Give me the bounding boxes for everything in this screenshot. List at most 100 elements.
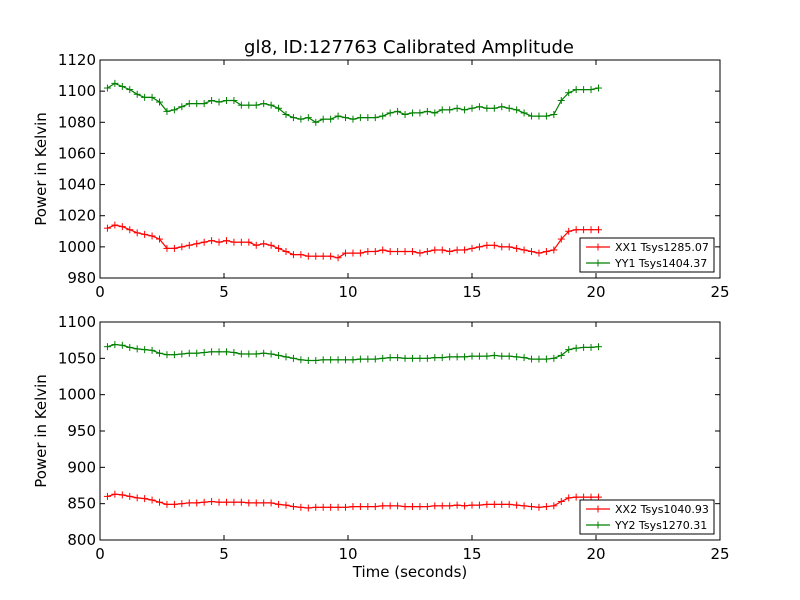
figure-title: gl8, ID:127763 Calibrated Amplitude [244, 37, 574, 58]
bottom-chart-data-point [215, 348, 223, 356]
bottom-chart-data-point [550, 502, 558, 510]
top-chart-data-point [371, 114, 379, 122]
top-chart-data-point [208, 237, 216, 245]
bottom-chart-series-group [103, 341, 602, 512]
bottom-chart-y-ticks: 800 850 900 950 1000 1050 1100 [58, 313, 720, 549]
top-chart-y-tick-label: 1060 [58, 144, 96, 162]
bottom-chart-panel: 800 850 900 950 1000 1050 1100 0 5 10 15 20 25 Powe… [32, 313, 730, 581]
bottom-chart-data-point [222, 498, 230, 506]
bottom-chart-data-point [208, 497, 216, 505]
bottom-chart-data-point [178, 500, 186, 508]
bottom-chart-data-point [542, 503, 550, 511]
top-chart-y-ticks: 980 1000 1020 1040 1060 1080 1100 1120 [58, 51, 720, 287]
bottom-chart-data-point [431, 354, 439, 362]
bottom-chart-data-point [103, 343, 111, 351]
bottom-chart-legend-label: XX2 Tsys1040.93 [615, 503, 709, 516]
bottom-chart-data-point [572, 344, 580, 352]
top-chart-data-point [111, 79, 119, 87]
top-chart-data-point [528, 112, 536, 120]
bottom-chart-data-point [453, 501, 461, 509]
top-chart-y-tick-label: 1040 [58, 176, 96, 194]
top-chart-data-point [505, 243, 513, 251]
bottom-chart-data-point [342, 356, 350, 364]
bottom-chart-data-point [401, 354, 409, 362]
top-chart-data-point [438, 106, 446, 114]
top-chart-data-point [252, 241, 260, 249]
top-chart-legend-box [579, 237, 715, 273]
bottom-chart-data-point [356, 503, 364, 511]
top-chart-data-point [118, 82, 126, 90]
top-chart-data-point [408, 248, 416, 256]
top-chart-data-point [156, 98, 164, 106]
bottom-chart-data-point [260, 499, 268, 507]
top-chart-data-point [356, 249, 364, 257]
bottom-chart-data-point [490, 351, 498, 359]
bottom-chart-data-point [475, 501, 483, 509]
bottom-chart-data-point [163, 351, 171, 359]
bottom-chart-data-point [297, 356, 305, 364]
top-chart-data-point [431, 109, 439, 117]
top-chart-data-point [103, 224, 111, 232]
top-chart-x-tick-label: 20 [586, 283, 605, 301]
bottom-chart-data-point [222, 348, 230, 356]
bottom-chart-y-axis-label: Power in Kelvin [32, 374, 50, 488]
top-chart-data-point [565, 89, 573, 97]
top-chart-data-point [282, 248, 290, 256]
top-chart-data-point [103, 84, 111, 92]
top-chart-legend: XX1 Tsys1285.07 YY1 Tsys1404.37 [579, 237, 715, 273]
bottom-chart-data-point [148, 346, 156, 354]
bottom-chart-data-point [371, 503, 379, 511]
bottom-chart-data-point [475, 352, 483, 360]
top-chart-data-point [461, 246, 469, 254]
top-chart-data-point [245, 238, 253, 246]
bottom-chart-data-point [334, 356, 342, 364]
bottom-chart-y-tick-label: 800 [67, 531, 96, 549]
top-chart-data-point [416, 109, 424, 117]
top-chart-x-tick-label: 25 [710, 283, 729, 301]
top-chart-data-point [185, 241, 193, 249]
bottom-chart-data-point [520, 354, 528, 362]
bottom-chart-data-point [304, 504, 312, 512]
top-chart-x-tick-label: 5 [219, 283, 229, 301]
bottom-chart-data-point [342, 503, 350, 511]
bottom-chart-data-point [587, 493, 595, 501]
top-chart-data-point [535, 112, 543, 120]
bottom-chart-data-point [245, 350, 253, 358]
bottom-chart-data-point [282, 353, 290, 361]
bottom-chart-x-tick-label: 15 [462, 545, 481, 563]
bottom-chart-data-point [394, 502, 402, 510]
bottom-chart-data-point [431, 502, 439, 510]
top-chart-data-point [594, 226, 602, 234]
top-chart-data-point [200, 238, 208, 246]
top-chart-data-point [334, 254, 342, 262]
bottom-chart-data-point [580, 493, 588, 501]
bottom-chart-data-point [364, 503, 372, 511]
top-chart-data-point [215, 238, 223, 246]
top-chart-data-point [208, 96, 216, 104]
bottom-chart-data-point [193, 499, 201, 507]
top-chart-data-point [453, 104, 461, 112]
bottom-chart-data-point [505, 500, 513, 508]
bottom-chart-data-point [416, 503, 424, 511]
top-chart-data-point [342, 249, 350, 257]
top-chart-data-point [170, 106, 178, 114]
bottom-chart-data-point [334, 503, 342, 511]
bottom-chart-data-point [148, 496, 156, 504]
top-chart-data-point [423, 248, 431, 256]
bottom-chart-data-point [349, 503, 357, 511]
bottom-chart-data-point [200, 349, 208, 357]
top-chart-data-point [185, 100, 193, 108]
bottom-chart-data-point [513, 501, 521, 509]
bottom-chart-data-point [550, 354, 558, 362]
top-chart-data-point [513, 106, 521, 114]
bottom-chart-y-tick-label: 900 [67, 458, 96, 476]
bottom-chart-data-point [252, 350, 260, 358]
top-chart-data-point [327, 115, 335, 123]
bottom-chart-data-point [185, 349, 193, 357]
top-chart-data-point [580, 226, 588, 234]
top-chart-data-point [401, 111, 409, 118]
top-chart-data-point [156, 235, 164, 243]
bottom-chart-data-point [267, 350, 275, 358]
bottom-chart-data-point [401, 503, 409, 511]
top-chart-data-point [163, 244, 171, 252]
